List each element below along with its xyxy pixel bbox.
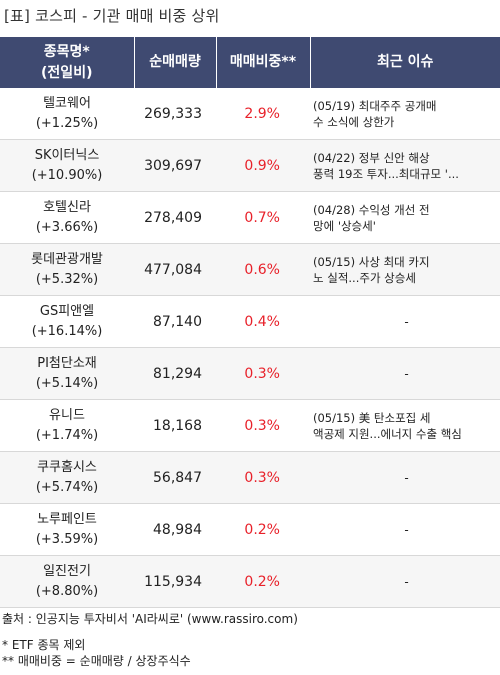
table-row: 유니드 (+1.74%) 18,168 0.3% (05/15) 美 탄소포집 세 액공제… (0, 399, 500, 452)
net-volume: 278,409 (134, 191, 216, 244)
header-name: 종목명* (전일비) (0, 37, 134, 88)
recent-issue: - (310, 295, 500, 348)
issue-line: (04/22) 정부 신안 해상 (313, 150, 430, 165)
issue-line: 풍력 19조 투자...최대규모 '... (313, 166, 459, 181)
stock-name: SK이터닉스 (34, 147, 100, 163)
recent-issue: - (310, 451, 500, 504)
etf-note: * ETF 종목 제외 (2, 638, 86, 652)
recent-issue: (04/22) 정부 신안 해상 풍력 19조 투자...최대규모 '... (310, 139, 500, 192)
table-row: 노루페인트 (+3.59%) 48,984 0.2% - (0, 503, 500, 556)
trade-ratio: 0.9% (216, 139, 310, 192)
table-row: PI첨단소재 (+5.14%) 81,294 0.3% - (0, 347, 500, 400)
stock-change: (+5.32%) (35, 271, 99, 287)
stock-cell: 노루페인트 (+3.59%) (0, 503, 134, 556)
stock-cell: SK이터닉스 (+10.90%) (0, 139, 134, 192)
net-volume: 18,168 (134, 399, 216, 452)
stock-name: 유니드 (49, 407, 85, 423)
table-title: [표] 코스피 - 기관 매매 비중 상위 (4, 7, 220, 25)
header-ratio: 매매비중** (215, 37, 310, 88)
stock-name: 쿠쿠홈시스 (37, 459, 97, 475)
issue-line: (05/19) 최대주주 공개매 (313, 98, 437, 113)
table-row: 롯데관광개발 (+5.32%) 477,084 0.6% (05/15) 사상 최대 카… (0, 243, 500, 296)
stock-cell: 호텔신라 (+3.66%) (0, 191, 134, 244)
net-volume: 477,084 (134, 243, 216, 296)
stock-change: (+1.25%) (35, 115, 99, 131)
stock-cell: 쿠쿠홈시스 (+5.74%) (0, 451, 134, 504)
trade-ratio: 0.2% (216, 503, 310, 556)
net-volume: 269,333 (134, 88, 216, 140)
recent-issue: (04/28) 수익성 개선 전 망에 '상승세' (310, 191, 500, 244)
table-row: SK이터닉스 (+10.90%) 309,697 0.9% (04/22) 정부 신안 … (0, 139, 500, 192)
recent-issue: - (310, 347, 500, 400)
stock-cell: PI첨단소재 (+5.14%) (0, 347, 134, 400)
trade-ratio: 0.3% (216, 399, 310, 452)
recent-issue: - (310, 503, 500, 556)
stock-change: (+5.14%) (35, 375, 99, 391)
trade-ratio: 0.7% (216, 191, 310, 244)
trade-ratio: 0.6% (216, 243, 310, 296)
table-header-row: 종목명* (전일비) 순매매량 매매비중** 최근 이슈 (0, 37, 500, 88)
issue-line: - (404, 522, 409, 537)
table-body: 텔코웨어 (+1.25%) 269,333 2.9% (05/19) 최대주주 공개매 수… (0, 88, 500, 608)
table-row: 쿠쿠홈시스 (+5.74%) 56,847 0.3% - (0, 451, 500, 504)
net-volume: 48,984 (134, 503, 216, 556)
issue-line: 액공제 지원...에너지 수출 핵심 (313, 426, 462, 441)
table-row: 텔코웨어 (+1.25%) 269,333 2.9% (05/19) 최대주주 공개매 수… (0, 88, 500, 140)
stock-change: (+8.80%) (35, 583, 99, 599)
issue-line: (04/28) 수익성 개선 전 (313, 202, 430, 217)
stock-name: 호텔신라 (43, 199, 91, 215)
stock-name: 노루페인트 (37, 511, 97, 527)
recent-issue: - (310, 555, 500, 608)
table-row: GS피앤엘 (+16.14%) 87,140 0.4% - (0, 295, 500, 348)
stock-change: (+16.14%) (31, 323, 103, 339)
trading-table: 종목명* (전일비) 순매매량 매매비중** 최근 이슈 텔코웨어 (+1.25%… (0, 37, 500, 608)
stock-change: (+10.90%) (31, 167, 103, 183)
issue-line: - (404, 470, 409, 485)
recent-issue: (05/15) 美 탄소포집 세 액공제 지원...에너지 수출 핵심 (310, 399, 500, 452)
source-note: 출처 : 인공지능 투자비서 'AI라씨로' (www.rassiro.com) (2, 612, 298, 626)
trade-ratio: 0.3% (216, 451, 310, 504)
issue-line: 수 소식에 상한가 (313, 114, 395, 129)
stock-name: GS피앤엘 (39, 303, 95, 319)
stock-cell: GS피앤엘 (+16.14%) (0, 295, 134, 348)
issue-line: 망에 '상승세' (313, 218, 376, 233)
issue-line: (05/15) 사상 최대 카지 (313, 254, 430, 269)
header-name-line1: 종목명* (43, 43, 90, 60)
stock-change: (+3.59%) (35, 531, 99, 547)
issue-line: 노 실적...주가 상승세 (313, 270, 416, 285)
recent-issue: (05/15) 사상 최대 카지 노 실적...주가 상승세 (310, 243, 500, 296)
net-volume: 115,934 (134, 555, 216, 608)
trade-ratio: 0.2% (216, 555, 310, 608)
trade-ratio: 0.4% (216, 295, 310, 348)
header-issue: 최근 이슈 (309, 37, 500, 88)
net-volume: 81,294 (134, 347, 216, 400)
net-volume: 56,847 (134, 451, 216, 504)
issue-line: (05/15) 美 탄소포집 세 (313, 410, 431, 425)
stock-change: (+3.66%) (35, 219, 99, 235)
header-name-line2: (전일비) (41, 64, 93, 81)
table-row: 일진전기 (+8.80%) 115,934 0.2% - (0, 555, 500, 608)
trade-ratio: 2.9% (216, 88, 310, 140)
header-volume: 순매매량 (133, 37, 216, 88)
stock-change: (+5.74%) (35, 479, 99, 495)
stock-cell: 텔코웨어 (+1.25%) (0, 88, 134, 140)
trade-ratio: 0.3% (216, 347, 310, 400)
stock-cell: 롯데관광개발 (+5.32%) (0, 243, 134, 296)
issue-line: - (404, 366, 409, 381)
stock-name: 롯데관광개발 (31, 251, 103, 267)
stock-cell: 일진전기 (+8.80%) (0, 555, 134, 608)
stock-name: PI첨단소재 (37, 355, 97, 371)
stock-name: 일진전기 (43, 563, 91, 579)
recent-issue: (05/19) 최대주주 공개매 수 소식에 상한가 (310, 88, 500, 140)
stock-change: (+1.74%) (35, 427, 99, 443)
net-volume: 309,697 (134, 139, 216, 192)
net-volume: 87,140 (134, 295, 216, 348)
stock-cell: 유니드 (+1.74%) (0, 399, 134, 452)
ratio-note: ** 매매비중 = 순매매량 / 상장주식수 (2, 654, 191, 668)
stock-name: 텔코웨어 (43, 95, 91, 111)
issue-line: - (404, 314, 409, 329)
issue-line: - (404, 574, 409, 589)
